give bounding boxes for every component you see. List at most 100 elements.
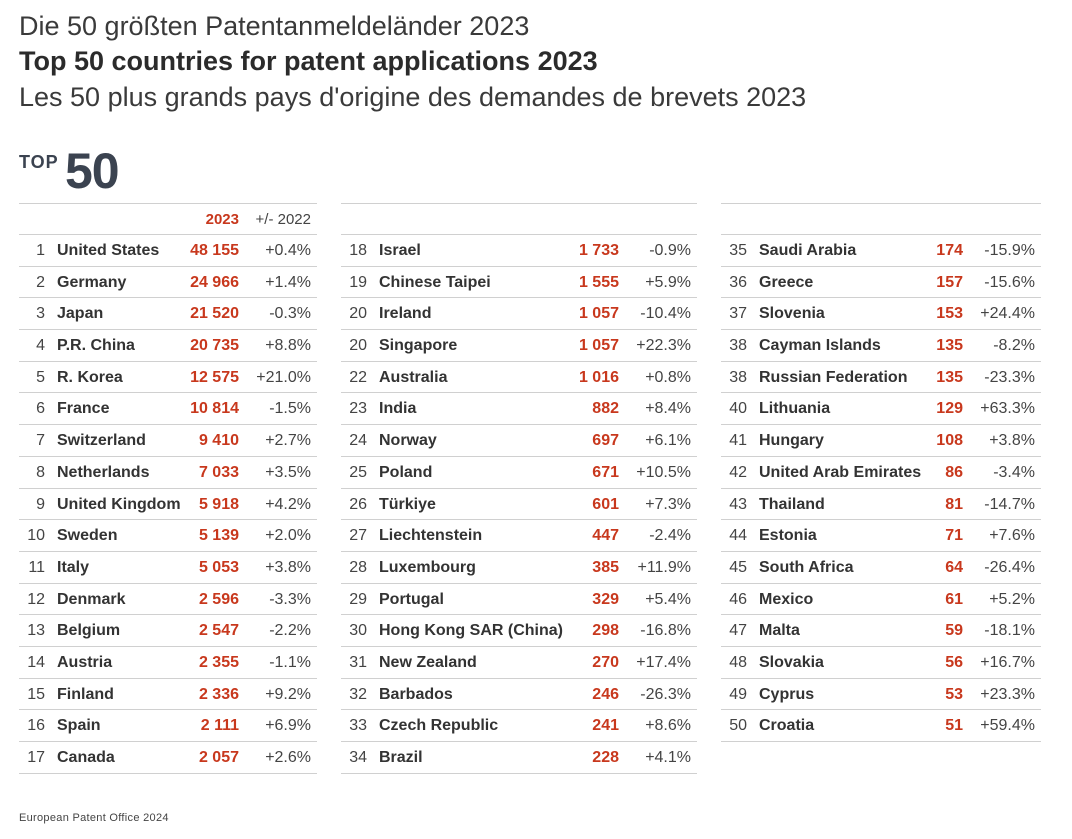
table-row: 2 Germany 24 966 +1.4%	[19, 267, 317, 299]
table-row: 50 Croatia 51 +59.4%	[721, 710, 1041, 742]
value-cell: 5 139	[198, 527, 239, 545]
value-cell: 21 520	[190, 305, 239, 323]
table-row: 7 Switzerland 9 410 +2.7%	[19, 425, 317, 457]
country-cell: Russian Federation	[759, 368, 908, 386]
value-cell: 61	[945, 590, 963, 608]
table-row: 40 Lithuania 129 +63.3%	[721, 393, 1041, 426]
change-cell: +17.4%	[636, 653, 691, 671]
country-cell: Barbados	[379, 685, 453, 703]
value-cell: 56	[945, 653, 963, 671]
country-cell: Lithuania	[759, 400, 831, 418]
value-cell: 2 547	[198, 622, 239, 640]
title-french: Les 50 plus grands pays d'origine des de…	[19, 82, 807, 112]
rank-cell: 36	[729, 273, 747, 291]
table-row: 1 United States 48 155 +0.4%	[19, 235, 317, 267]
table-row: 19 Chinese Taipei 1 555 +5.9%	[341, 267, 697, 299]
country-cell: Israel	[379, 242, 421, 259]
rank-cell: 23	[349, 400, 367, 418]
logo-top-text: TOP	[19, 152, 59, 172]
country-cell: Singapore	[379, 337, 458, 355]
value-cell: 135	[936, 337, 963, 355]
change-cell: -23.3%	[984, 368, 1035, 386]
country-cell: Cyprus	[759, 685, 815, 703]
value-cell: 108	[936, 432, 963, 450]
table-row: 6 France 10 814 -1.5%	[19, 393, 317, 426]
change-cell: +5.4%	[645, 590, 691, 608]
country-cell: Germany	[57, 273, 127, 291]
rank-cell: 34	[349, 749, 367, 766]
rank-cell: 20	[349, 305, 367, 323]
change-cell: +7.6%	[989, 527, 1035, 545]
country-cell: Poland	[379, 463, 433, 481]
change-cell: +4.2%	[265, 495, 311, 513]
change-cell: +8.4%	[645, 400, 691, 418]
table-row: 46 Mexico 61 +5.2%	[721, 584, 1041, 616]
change-cell: +22.3%	[636, 337, 691, 355]
country-cell: Australia	[379, 368, 448, 386]
table-row: 34 Brazil 228 +4.1%	[341, 742, 697, 774]
value-cell: 1 733	[578, 242, 619, 259]
value-cell: 59	[945, 622, 963, 640]
table-row: 27 Liechtenstein 447 -2.4%	[341, 520, 697, 552]
rank-cell: 46	[729, 590, 747, 608]
table-row: 13 Belgium 2 547 -2.2%	[19, 615, 317, 647]
logo-number: 50	[65, 143, 120, 199]
top50-logo: TOP 50	[19, 143, 159, 203]
rank-cell: 50	[729, 717, 747, 735]
ranking-column-2: 18 Israel 1 733 -0.9% 19 Chinese Taipei 1 555 +…	[341, 203, 697, 774]
rank-cell: 1	[36, 242, 45, 259]
table-row: 47 Malta 59 -18.1%	[721, 615, 1041, 647]
rank-cell: 11	[28, 558, 45, 576]
table-row: 24 Norway 697 +6.1%	[341, 425, 697, 457]
value-cell: 1 016	[578, 368, 619, 386]
table-row: 22 Australia 1 016 +0.8%	[341, 362, 697, 394]
change-cell: +9.2%	[265, 685, 311, 703]
value-cell: 129	[936, 400, 963, 418]
change-cell: +7.3%	[645, 495, 691, 513]
country-cell: P.R. China	[57, 337, 135, 355]
value-cell: 7 033	[198, 463, 239, 481]
table-row: 17 Canada 2 057 +2.6%	[19, 742, 317, 774]
country-cell: Finland	[57, 685, 114, 703]
change-cell: -2.4%	[649, 527, 691, 545]
rank-cell: 30	[349, 622, 367, 640]
rank-cell: 31	[349, 653, 367, 671]
change-cell: +8.6%	[645, 717, 691, 735]
country-cell: Sweden	[57, 527, 118, 545]
country-cell: India	[379, 400, 417, 418]
rank-cell: 32	[349, 685, 367, 703]
change-cell: +3.8%	[265, 558, 311, 576]
rank-cell: 19	[349, 273, 367, 291]
change-cell: +4.1%	[645, 749, 691, 766]
change-cell: -0.9%	[649, 242, 691, 259]
rank-cell: 18	[349, 242, 367, 259]
value-cell: 2 355	[198, 653, 239, 671]
change-cell: -26.3%	[640, 685, 691, 703]
change-cell: +3.8%	[989, 432, 1035, 450]
rank-cell: 33	[349, 717, 367, 735]
value-cell: 601	[592, 495, 619, 513]
country-cell: South Africa	[759, 558, 854, 576]
table-row: 9 United Kingdom 5 918 +4.2%	[19, 489, 317, 521]
change-cell: -10.4%	[640, 305, 691, 323]
value-cell: 135	[936, 368, 963, 386]
value-cell: 71	[945, 527, 963, 545]
change-cell: +2.0%	[265, 527, 311, 545]
rank-cell: 41	[729, 432, 747, 450]
country-cell: Saudi Arabia	[759, 242, 857, 259]
rank-cell: 17	[27, 749, 45, 766]
value-cell: 2 596	[198, 590, 239, 608]
table-row: 31 New Zealand 270 +17.4%	[341, 647, 697, 679]
value-cell: 174	[936, 242, 963, 259]
country-cell: Austria	[57, 653, 113, 671]
country-cell: Luxembourg	[379, 558, 476, 576]
table-row: 8 Netherlands 7 033 +3.5%	[19, 457, 317, 489]
change-cell: +1.4%	[265, 273, 311, 291]
country-cell: Greece	[759, 273, 814, 291]
change-cell: -14.7%	[984, 495, 1035, 513]
table-row: 30 Hong Kong SAR (China) 298 -16.8%	[341, 615, 697, 647]
table-row: 38 Russian Federation 135 -23.3%	[721, 362, 1041, 394]
column-header: 2023 +/- 2022	[19, 203, 317, 235]
table-row: 12 Denmark 2 596 -3.3%	[19, 584, 317, 616]
value-cell: 697	[592, 432, 619, 450]
